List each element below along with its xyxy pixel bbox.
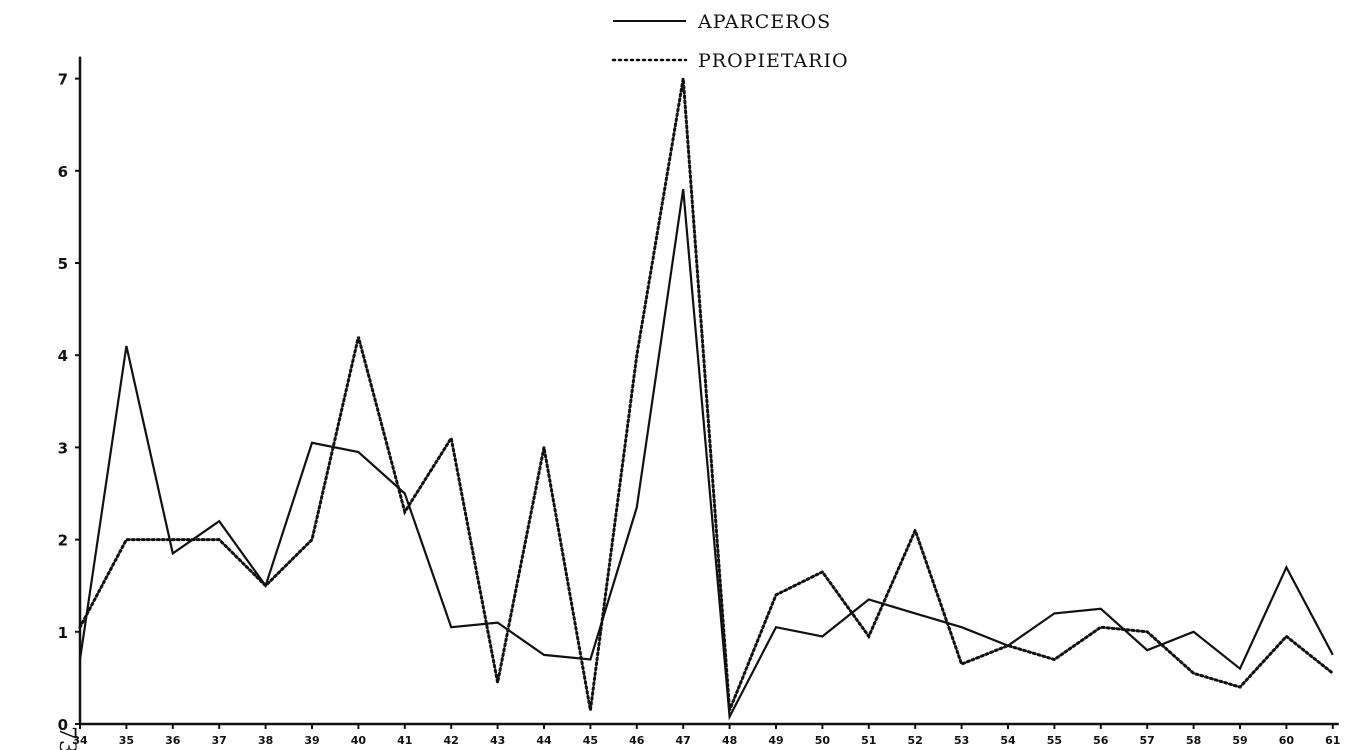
- x-tick-label: 35: [119, 734, 134, 747]
- series-line-aparceros: [80, 189, 1333, 716]
- x-tick-label: 61: [1325, 734, 1340, 747]
- x-tick-label: 54: [1000, 734, 1016, 747]
- x-tick-label: 40: [351, 734, 367, 747]
- chart-legend: APARCEROS PROPIETARIO: [613, 11, 849, 72]
- y-tick-label: 2: [58, 532, 68, 550]
- x-tick-label: 47: [676, 734, 691, 747]
- x-tick-label: 55: [1047, 734, 1062, 747]
- y-tick-label: 1: [58, 624, 68, 642]
- x-tick-label: 37: [212, 734, 227, 747]
- x-tick-label: 42: [444, 734, 459, 747]
- x-tick-label: 46: [629, 734, 645, 747]
- page-number: 73: [54, 726, 79, 750]
- x-tick-label: 51: [861, 734, 876, 747]
- x-tick-label: 36: [165, 734, 181, 747]
- y-tick-label: 5: [58, 255, 68, 273]
- x-tick-label: 58: [1186, 734, 1201, 747]
- legend-label-aparceros: APARCEROS: [697, 11, 831, 33]
- y-tick-label: 4: [58, 347, 68, 365]
- series-layer: [80, 79, 1333, 717]
- y-tick-label: 7: [58, 71, 68, 89]
- x-tick-label: 43: [490, 734, 505, 747]
- x-tick-label: 45: [583, 734, 598, 747]
- x-tick-label: 59: [1232, 734, 1247, 747]
- x-tick-label: 38: [258, 734, 273, 747]
- series-line-propietario: [80, 79, 1333, 711]
- x-tick-label: 44: [536, 734, 552, 747]
- x-tick-label: 60: [1279, 734, 1295, 747]
- y-tick-label: 3: [58, 439, 68, 457]
- x-tick-label: 52: [908, 734, 923, 747]
- x-tick-label: 48: [722, 734, 737, 747]
- x-tick-label: 57: [1140, 734, 1155, 747]
- legend-label-propietario: PROPIETARIO: [698, 50, 849, 72]
- x-tick-label: 50: [815, 734, 831, 747]
- x-tick-label: 56: [1093, 734, 1109, 747]
- x-tick-label: 39: [304, 734, 319, 747]
- x-tick-label: 49: [768, 734, 783, 747]
- x-tick-label: 41: [397, 734, 412, 747]
- y-tick-label: 6: [58, 163, 68, 181]
- x-tick-label: 53: [954, 734, 969, 747]
